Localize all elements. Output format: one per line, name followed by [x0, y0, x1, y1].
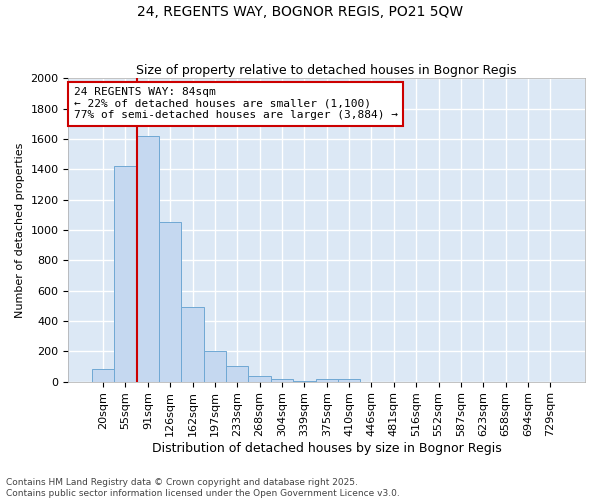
Bar	[204, 352, 226, 382]
Bar	[114, 166, 137, 382]
Y-axis label: Number of detached properties: Number of detached properties	[15, 142, 25, 318]
Bar	[293, 381, 316, 382]
Bar	[338, 380, 360, 382]
Bar	[226, 366, 248, 382]
Bar	[92, 370, 114, 382]
Bar	[248, 376, 271, 382]
Bar	[137, 136, 159, 382]
X-axis label: Distribution of detached houses by size in Bognor Regis: Distribution of detached houses by size …	[152, 442, 502, 455]
Text: Contains HM Land Registry data © Crown copyright and database right 2025.
Contai: Contains HM Land Registry data © Crown c…	[6, 478, 400, 498]
Bar	[316, 380, 338, 382]
Bar	[181, 308, 204, 382]
Text: 24 REGENTS WAY: 84sqm
← 22% of detached houses are smaller (1,100)
77% of semi-d: 24 REGENTS WAY: 84sqm ← 22% of detached …	[74, 88, 398, 120]
Bar	[159, 222, 181, 382]
Title: Size of property relative to detached houses in Bognor Regis: Size of property relative to detached ho…	[136, 64, 517, 77]
Bar	[271, 378, 293, 382]
Text: 24, REGENTS WAY, BOGNOR REGIS, PO21 5QW: 24, REGENTS WAY, BOGNOR REGIS, PO21 5QW	[137, 5, 463, 19]
